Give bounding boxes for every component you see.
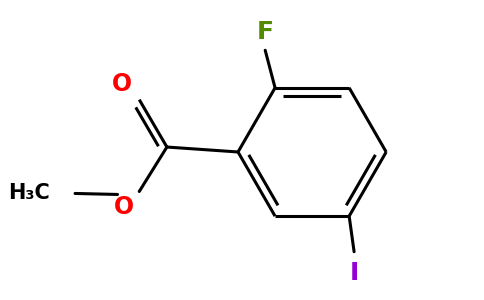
Text: O: O [111, 72, 132, 96]
Text: O: O [113, 195, 134, 219]
Text: H₃C: H₃C [9, 184, 50, 203]
Text: F: F [257, 20, 273, 44]
Text: I: I [349, 261, 359, 285]
